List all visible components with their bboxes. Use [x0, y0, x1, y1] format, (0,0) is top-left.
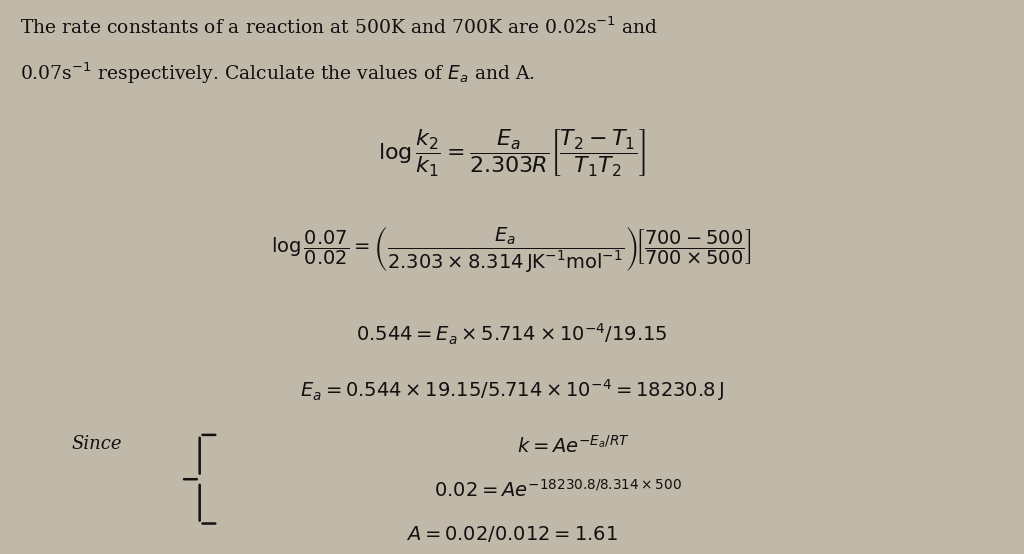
Text: 0.07s$^{-1}$ respectively. Calculate the values of $E_a$ and A.: 0.07s$^{-1}$ respectively. Calculate the… [20, 61, 536, 86]
Text: $0.02 = Ae^{-18230.8/8.314\times500}$: $0.02 = Ae^{-18230.8/8.314\times500}$ [434, 479, 682, 501]
Text: $k = Ae^{-E_a/RT}$: $k = Ae^{-E_a/RT}$ [517, 435, 630, 457]
Text: $0.544 = E_a \times 5.714 \times 10^{-4}/19.15$: $0.544 = E_a \times 5.714 \times 10^{-4}… [356, 321, 668, 346]
Text: $\log\dfrac{k_2}{k_1} = \dfrac{E_a}{2.303R}\left[\dfrac{T_2 - T_1}{T_1 T_2}\righ: $\log\dfrac{k_2}{k_1} = \dfrac{E_a}{2.30… [378, 127, 646, 178]
Text: $A = 0.02/0.012 = 1.61$: $A = 0.02/0.012 = 1.61$ [407, 524, 617, 543]
Text: Since: Since [72, 435, 122, 453]
Text: $\log\dfrac{0.07}{0.02} = \left(\dfrac{E_a}{2.303\times8.314\,\mathrm{JK^{-1}mol: $\log\dfrac{0.07}{0.02} = \left(\dfrac{E… [271, 224, 753, 274]
Text: $E_a = 0.544 \times 19.15/5.714 \times 10^{-4} = 18230.8\,\mathrm{J}$: $E_a = 0.544 \times 19.15/5.714 \times 1… [300, 377, 724, 403]
Text: The rate constants of a reaction at 500K and 700K are 0.02s$^{-1}$ and: The rate constants of a reaction at 500K… [20, 17, 658, 38]
